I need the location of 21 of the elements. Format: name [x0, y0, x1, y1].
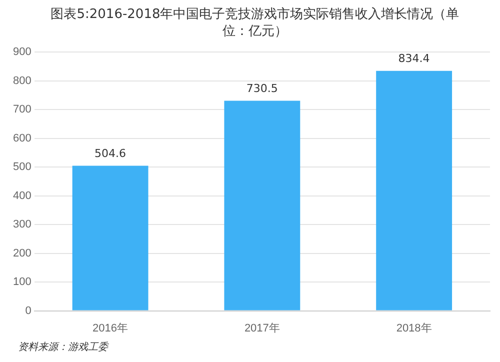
y-tick-label: 200 — [12, 247, 32, 260]
bar — [72, 166, 148, 310]
chart-title: 图表5:2016-2018年中国电子竞技游戏市场实际销售收入增长情况（单位：亿元） — [50, 6, 460, 40]
data-label: 834.4 — [398, 52, 430, 66]
y-tick-label: 600 — [12, 132, 32, 144]
x-tick-label: 2017年 — [244, 322, 280, 334]
y-tick-label: 300 — [12, 218, 32, 231]
y-tick-label: 900 — [12, 46, 32, 58]
y-tick-label: 500 — [12, 161, 32, 174]
y-tick-label: 800 — [12, 74, 32, 87]
y-tick-label: 100 — [12, 276, 32, 288]
y-tick-label: 0 — [25, 304, 32, 317]
bar — [224, 100, 300, 310]
bar — [376, 70, 452, 310]
x-tick-label: 2016年 — [92, 322, 128, 334]
y-tick-label: 400 — [12, 190, 32, 202]
x-tick-label: 2018年 — [396, 322, 432, 334]
data-label: 730.5 — [246, 82, 278, 96]
y-tick-label: 700 — [12, 104, 32, 116]
text: 资料来源：游戏工委 — [18, 340, 108, 354]
data-label: 504.6 — [94, 147, 126, 160]
